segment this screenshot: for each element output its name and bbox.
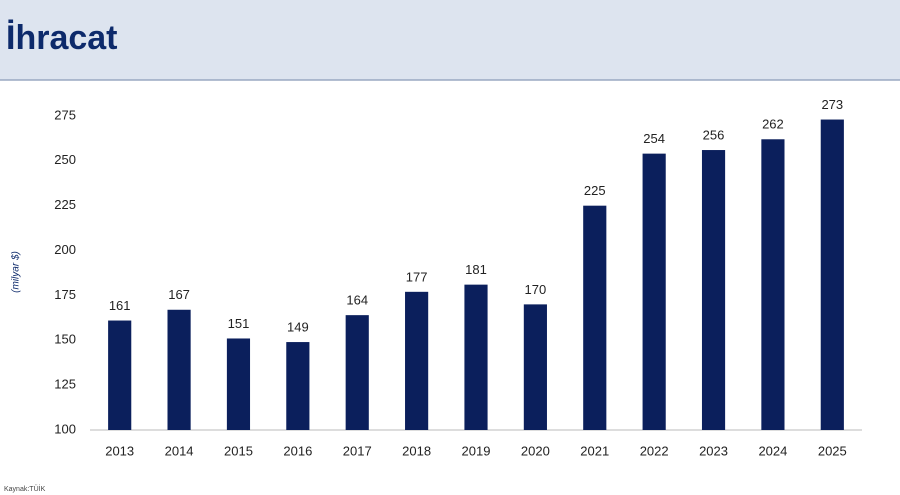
x-tick-label: 2013 <box>105 443 134 458</box>
y-tick-label: 175 <box>54 287 76 302</box>
y-tick-label: 125 <box>54 377 76 392</box>
data-label: 151 <box>228 316 250 331</box>
data-label: 170 <box>525 282 547 297</box>
y-axis-label: (milyar $) <box>11 251 22 293</box>
bar <box>820 119 844 431</box>
x-tick-label: 2018 <box>402 443 431 458</box>
y-tick-label: 250 <box>54 152 76 167</box>
bar <box>286 342 310 430</box>
bar <box>464 284 488 430</box>
bar <box>583 205 607 430</box>
data-label: 254 <box>643 131 665 146</box>
data-label: 225 <box>584 183 606 198</box>
data-label: 262 <box>762 117 784 132</box>
data-label: 256 <box>703 127 725 142</box>
x-tick-label: 2020 <box>521 443 550 458</box>
x-tick-label: 2016 <box>283 443 312 458</box>
y-tick-label: 275 <box>54 107 76 122</box>
data-label: 177 <box>406 269 428 284</box>
x-tick-label: 2025 <box>818 443 847 458</box>
chart-title: İhracat <box>6 19 118 57</box>
data-label: 273 <box>821 97 843 112</box>
bar <box>345 315 369 430</box>
x-tick-label: 2024 <box>758 443 787 458</box>
x-tick-label: 2019 <box>462 443 491 458</box>
bar <box>226 338 251 430</box>
x-tick-label: 2022 <box>640 443 669 458</box>
x-tick-label: 2017 <box>343 443 372 458</box>
x-tick-label: 2021 <box>580 443 609 458</box>
x-tick-label: 2014 <box>165 443 194 458</box>
source-note: Kaynak:TÜİK <box>4 484 46 493</box>
data-label: 164 <box>346 293 368 308</box>
y-tick-label: 225 <box>54 197 76 212</box>
x-tick-label: 2023 <box>699 443 728 458</box>
data-label: 167 <box>168 287 190 302</box>
bar <box>405 291 429 430</box>
data-label: 181 <box>465 262 487 277</box>
bar <box>761 139 785 430</box>
bar <box>167 309 191 430</box>
y-tick-label: 100 <box>54 421 76 436</box>
bar <box>523 304 547 430</box>
y-tick-label: 200 <box>54 242 76 257</box>
data-label: 149 <box>287 320 309 335</box>
x-tick-label: 2015 <box>224 443 253 458</box>
bar <box>642 153 666 430</box>
bar <box>108 320 132 430</box>
data-label: 161 <box>109 298 131 313</box>
y-tick-label: 150 <box>54 332 76 347</box>
header-band <box>0 0 900 80</box>
bar <box>701 150 726 430</box>
